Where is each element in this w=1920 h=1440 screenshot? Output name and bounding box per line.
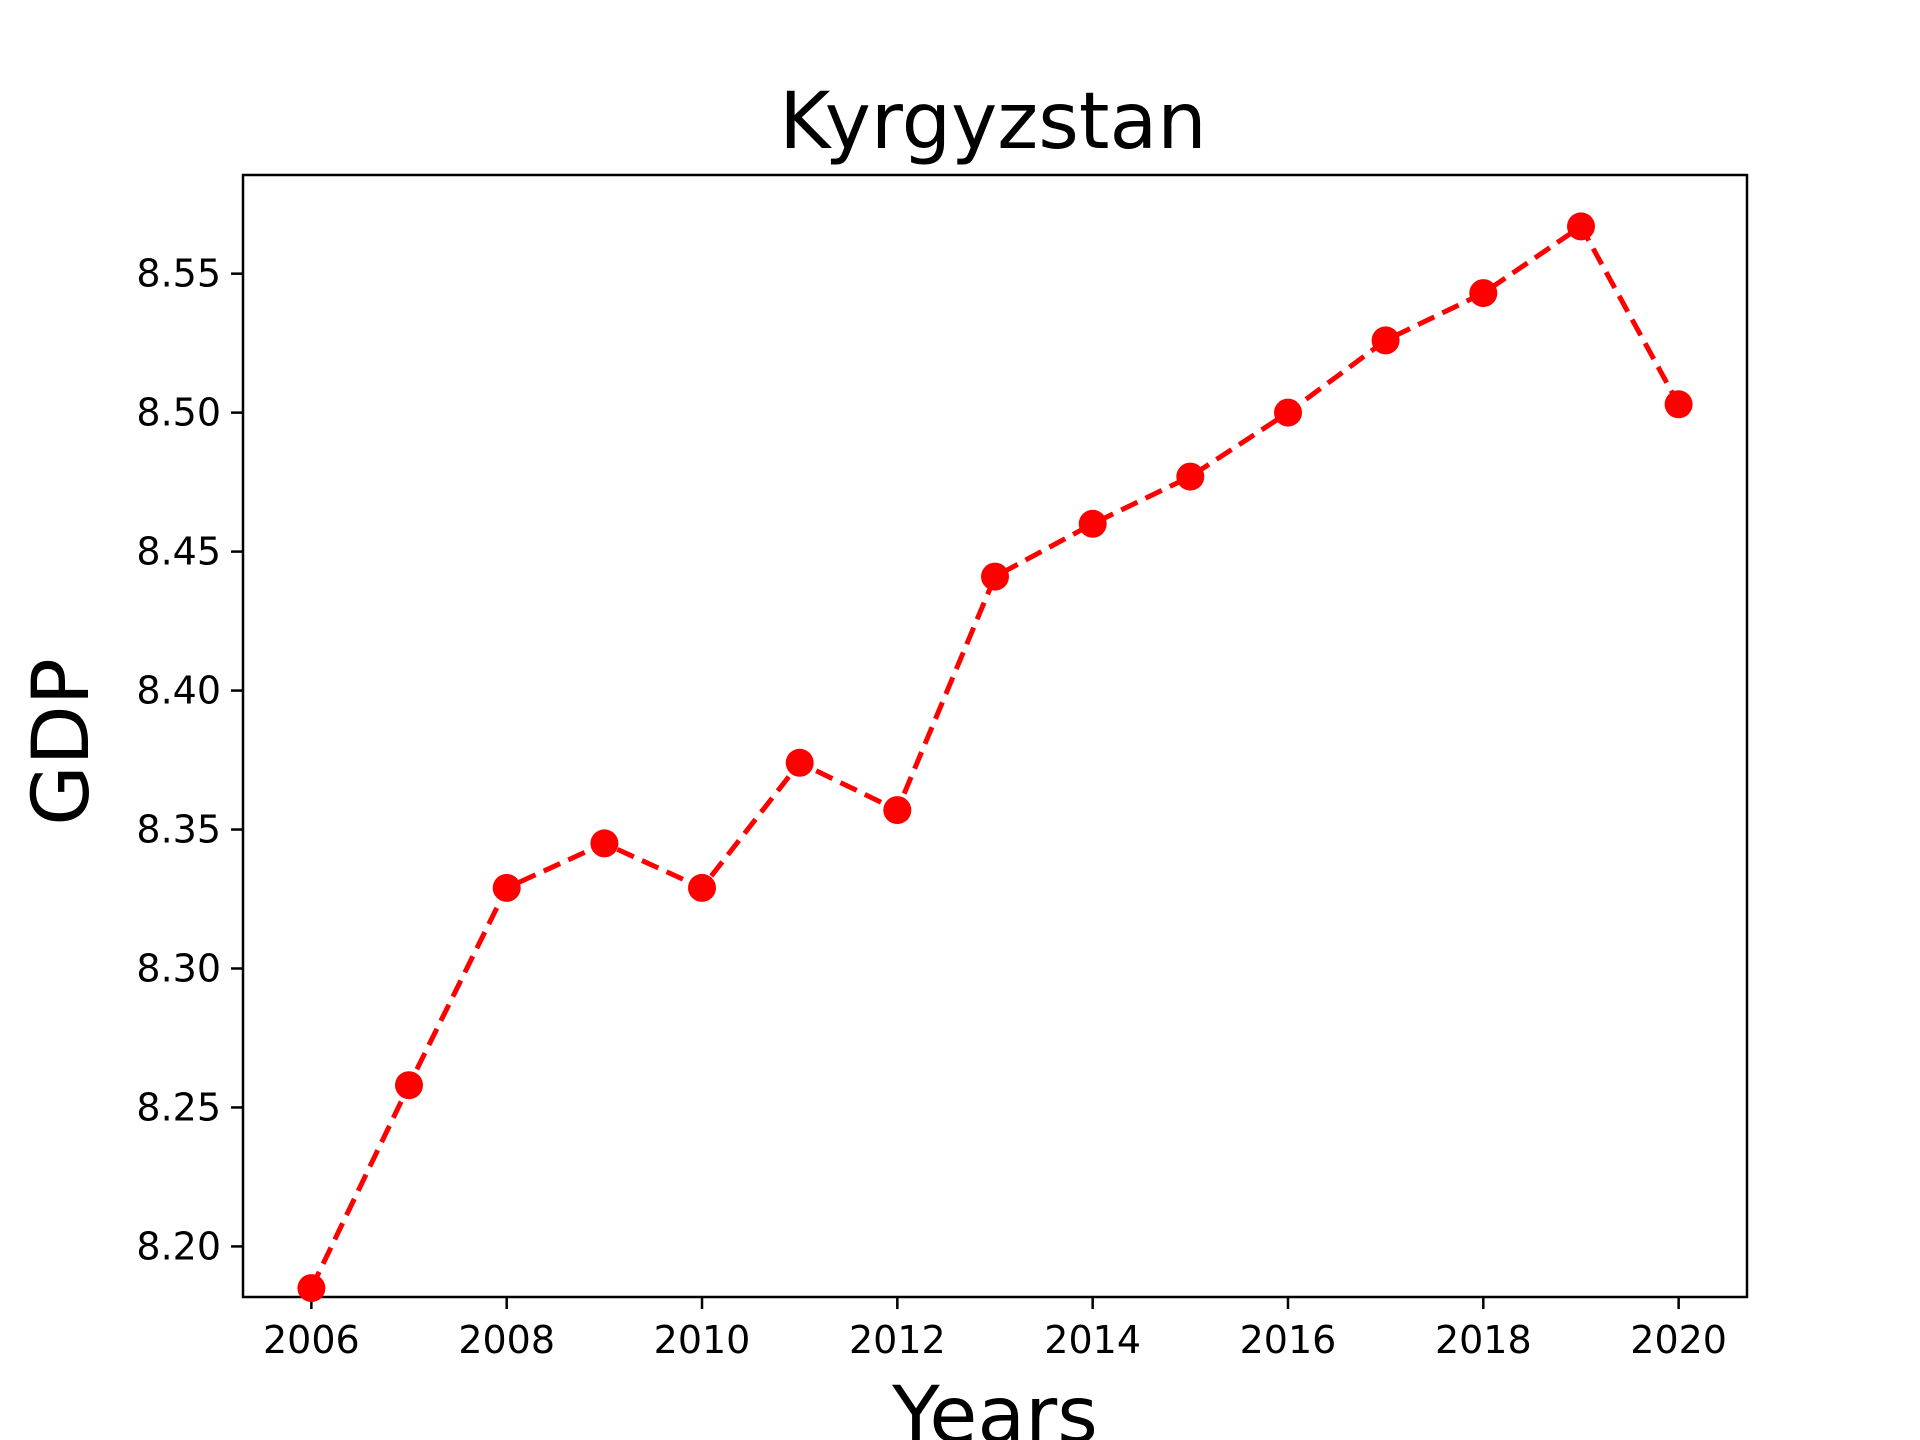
y-tick-label: 8.40 xyxy=(136,669,221,713)
data-point-2008 xyxy=(492,873,521,902)
chart-title: Kyrgyzstan xyxy=(779,77,1206,167)
x-tick-label: 2012 xyxy=(849,1318,946,1362)
y-tick-label: 8.25 xyxy=(136,1085,221,1129)
x-axis-label: Years xyxy=(891,1371,1098,1440)
y-axis-ticks: 8.20 8.25 8.30 8.35 8.40 8.45 8.50 8.55 xyxy=(136,252,243,1268)
x-tick-label: 2008 xyxy=(458,1318,555,1362)
data-point-2007 xyxy=(395,1071,423,1100)
plot-area-frame xyxy=(241,173,1749,1299)
y-tick-label: 8.45 xyxy=(136,530,221,574)
data-point-2010 xyxy=(688,873,716,902)
data-point-2014 xyxy=(1078,509,1107,538)
data-point-2009 xyxy=(590,829,619,858)
data-point-2006 xyxy=(297,1274,326,1303)
x-tick-label: 2020 xyxy=(1630,1318,1727,1362)
gdp-series-points xyxy=(297,212,1693,1303)
data-point-2011 xyxy=(785,748,814,777)
data-point-2012 xyxy=(883,796,912,825)
y-tick-label: 8.30 xyxy=(136,946,221,990)
x-tick-label: 2016 xyxy=(1240,1318,1337,1362)
data-point-2015 xyxy=(1176,462,1205,491)
y-axis-label: GDP xyxy=(17,658,107,826)
x-tick-label: 2018 xyxy=(1435,1318,1532,1362)
y-tick-label: 8.50 xyxy=(136,391,221,435)
data-point-2017 xyxy=(1371,326,1400,355)
x-axis-ticks: 2006 2008 2010 2012 2014 2016 2018 2020 xyxy=(263,1297,1727,1362)
y-tick-label: 8.20 xyxy=(136,1224,221,1268)
data-point-2013 xyxy=(981,562,1009,591)
x-tick-label: 2010 xyxy=(654,1318,751,1362)
data-point-2018 xyxy=(1469,279,1498,308)
data-point-2019 xyxy=(1567,212,1595,241)
y-tick-label: 8.55 xyxy=(136,252,221,296)
data-point-2016 xyxy=(1274,398,1302,427)
gdp-series-line xyxy=(309,223,1681,1290)
x-tick-label: 2014 xyxy=(1044,1318,1141,1362)
x-tick-label: 2006 xyxy=(263,1318,360,1362)
data-point-2020 xyxy=(1664,390,1693,419)
y-tick-label: 8.35 xyxy=(136,808,221,852)
